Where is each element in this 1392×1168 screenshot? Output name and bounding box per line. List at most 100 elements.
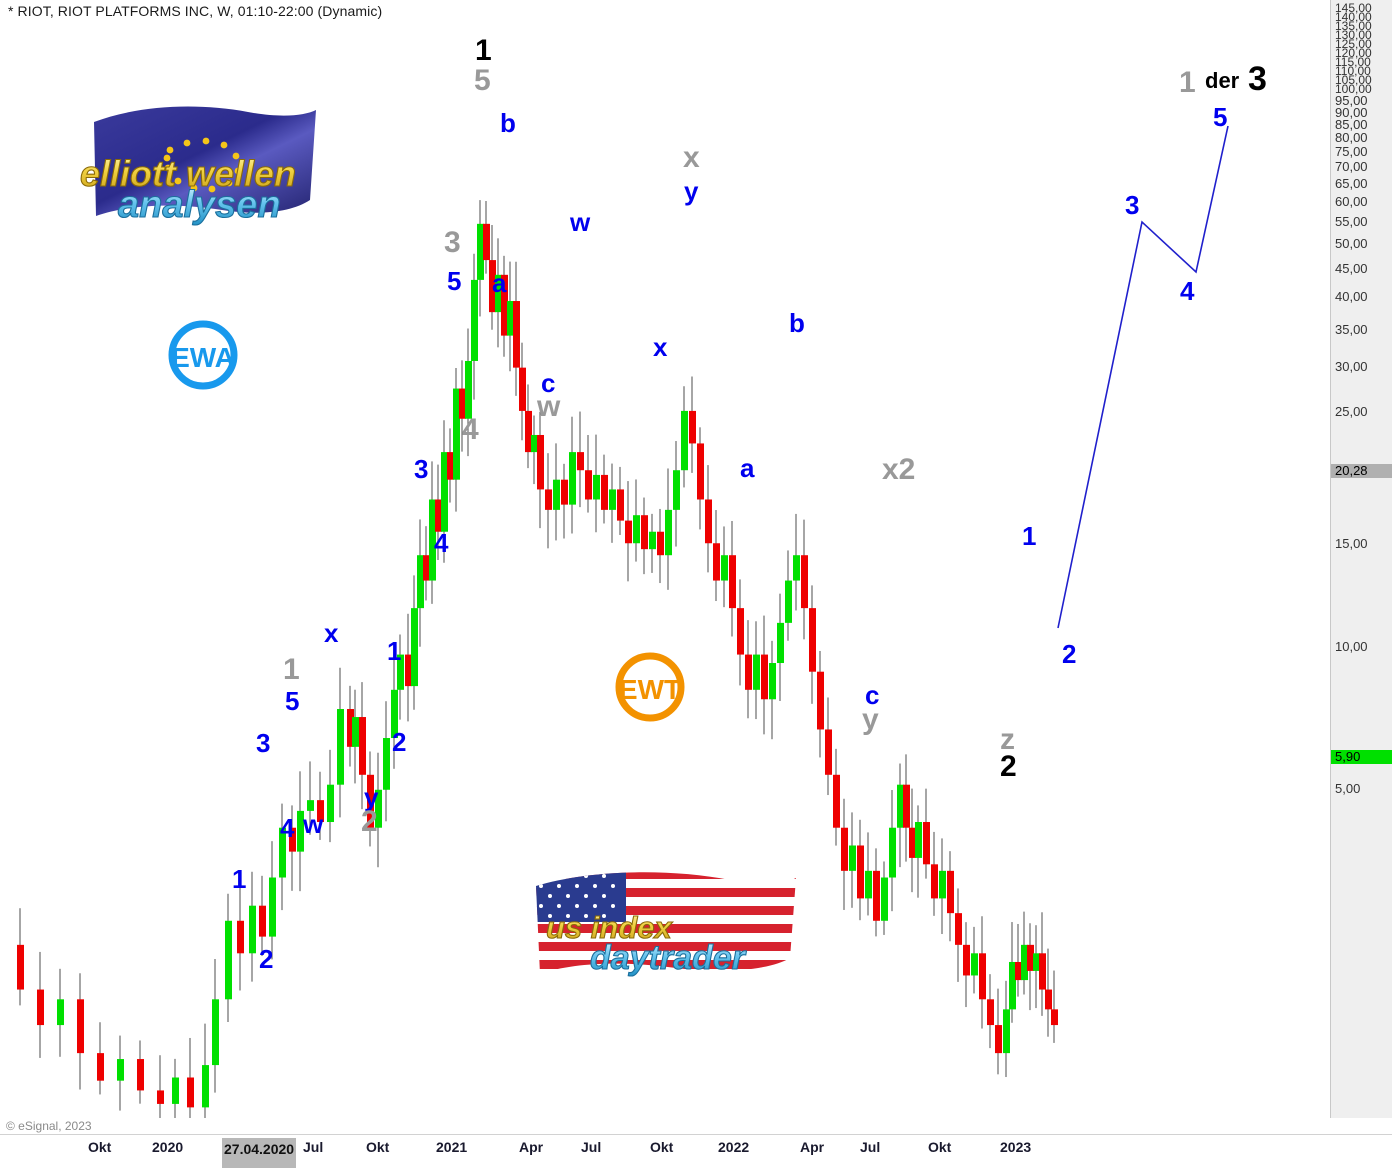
price-axis-tick: 40,00	[1335, 289, 1368, 304]
usid-wordmark-line2: daytrader	[590, 939, 747, 977]
wave-label-3: 3	[1125, 190, 1140, 220]
price-axis-tick: 30,00	[1335, 359, 1368, 374]
date-axis-tick: Okt	[88, 1139, 112, 1155]
wave-label-x: x	[683, 141, 700, 174]
price-axis-tick: 115,00	[1335, 55, 1371, 69]
price-axis-tick: 135,00	[1335, 19, 1372, 33]
projection-path	[1057, 125, 1229, 629]
wave-label-4: 4	[1180, 276, 1195, 306]
ewa-wordmark-line1: elliott wellen	[80, 153, 296, 194]
wave-label-4: 4	[462, 413, 479, 446]
price-axis-tick: 10,00	[1335, 639, 1368, 654]
price-axis-tick: 70,00	[1335, 159, 1368, 174]
price-axis-tick: 75,00	[1335, 144, 1368, 159]
price-axis-tick: 25,00	[1335, 404, 1368, 419]
axis-separator	[0, 1134, 1392, 1135]
wave-label-2: 2	[259, 944, 274, 974]
wave-label-x: x	[324, 618, 339, 648]
wave-label-5: 5	[1213, 102, 1228, 132]
wave-label-c: c	[541, 368, 556, 398]
price-axis-tick: 120,00	[1335, 46, 1372, 60]
copyright-text: © eSignal, 2023	[6, 1119, 92, 1133]
date-axis-tick: 2023	[1000, 1139, 1032, 1155]
wave-label-c: c	[865, 680, 880, 710]
wave-label-4: 4	[280, 813, 295, 843]
wave-label-b: b	[500, 108, 516, 138]
price-axis-tick: 90,00	[1335, 105, 1368, 120]
price-axis-tick: 65,00	[1335, 176, 1368, 191]
wave-label-5: 5	[474, 64, 491, 97]
date-axis-tick: Jul	[303, 1139, 324, 1155]
price-axis-tick: 80,00	[1335, 130, 1368, 145]
wave-label-x2: x2	[882, 453, 916, 486]
wave-label-3: 3	[444, 226, 461, 259]
date-axis-marker[interactable]: 27.04.2020	[222, 1138, 297, 1168]
wave-label-1: 1	[283, 653, 300, 686]
wave-label-4: 4	[434, 528, 449, 558]
price-axis-tick: 50,00	[1335, 236, 1368, 251]
price-axis-tick: 100,00	[1335, 82, 1372, 96]
date-axis-tick: Apr	[800, 1139, 825, 1155]
wave-label-x: x	[653, 332, 668, 362]
price-axis-tick: 95,00	[1335, 93, 1368, 108]
price-axis-tick: 130,00	[1335, 28, 1372, 42]
wave-label-5: 5	[447, 266, 462, 296]
chart-plot-area[interactable]: 1 5 b 3 5 a w c w 4 3 4 x y x b a x2 c y 1 2 z 2 x 1 5 3 1 2 y 2 4 w 1 2 1 de…	[0, 0, 1330, 1118]
wave-label-a: a	[740, 453, 755, 483]
wave-label-w: w	[303, 809, 324, 839]
ewa-wordmark-line2: analysen	[118, 184, 281, 226]
wave-label-2: 2	[1000, 750, 1017, 783]
wave-label-1: 1	[1179, 66, 1196, 99]
date-axis-tick: Okt	[928, 1139, 952, 1155]
date-axis-tick: Okt	[650, 1139, 674, 1155]
wave-label-b: b	[789, 308, 805, 338]
wave-label-2: 2	[392, 727, 407, 757]
wave-label-y: y	[684, 176, 699, 206]
date-axis-tick: Jul	[581, 1139, 602, 1155]
wave-label-5: 5	[285, 686, 300, 716]
wave-label-3: 3	[1248, 60, 1267, 98]
wave-label-z: z	[1000, 723, 1015, 756]
price-axis-marker[interactable]: 20,28	[1331, 464, 1392, 478]
candlestick-series	[17, 200, 1058, 1118]
ewt-badge-text: EWT	[619, 674, 681, 705]
wave-label-3: 3	[414, 454, 429, 484]
us-index-daytrader-logo: us index daytrader	[536, 872, 796, 978]
wave-label-1: 1	[475, 34, 492, 67]
price-axis-tick: 125,00	[1335, 37, 1372, 51]
wave-label-a: a	[492, 268, 507, 298]
price-axis-tick: 140,00	[1335, 10, 1372, 24]
price-axis[interactable]: 145,00 140,00 135,00 130,00 125,00 120,00 115,…	[1330, 0, 1392, 1118]
elliott-wellen-analysen-logo: elliott wellen analysen	[79, 106, 316, 227]
price-axis-tick: 15,00	[1335, 536, 1368, 551]
price-axis-tick: 35,00	[1335, 322, 1368, 337]
date-axis-tick: 2021	[436, 1139, 468, 1155]
ewt-badge-logo: EWT	[615, 652, 685, 722]
wave-label-w: w	[537, 390, 561, 423]
price-axis-tick: 45,00	[1335, 261, 1368, 276]
wave-label-1: 1	[232, 864, 247, 894]
date-axis[interactable]: Okt 2020 27.04.2020 Jul Okt 2021 Apr Jul Okt 2022…	[0, 1136, 1330, 1168]
date-axis-tick: 2020	[152, 1139, 184, 1155]
date-axis-tick: Apr	[519, 1139, 544, 1155]
date-axis-tick: Jul	[860, 1139, 881, 1155]
price-axis-marker[interactable]: 5,90	[1331, 750, 1392, 764]
wave-label-y: y	[364, 782, 379, 812]
wave-label-w: w	[570, 207, 591, 237]
price-axis-tick: 55,00	[1335, 214, 1368, 229]
wave-label-2: 2	[1062, 639, 1077, 669]
wave-label-1: 1	[1022, 521, 1037, 551]
wave-label-der: der	[1205, 68, 1240, 93]
wave-label-3: 3	[256, 728, 271, 758]
chart-title: * RIOT, RIOT PLATFORMS INC, W, 01:10-22:…	[8, 3, 383, 19]
price-axis-tick: 5,00	[1335, 781, 1361, 796]
date-axis-tick: Okt	[366, 1139, 390, 1155]
ewa-badge-logo: EWA	[168, 320, 238, 390]
price-axis-tick: 85,00	[1335, 117, 1368, 132]
price-axis-tick: 60,00	[1335, 194, 1368, 209]
price-axis-tick: 145,00	[1335, 1, 1372, 15]
ewa-badge-text: EWA	[171, 342, 235, 373]
wave-label-2: 2	[361, 805, 378, 838]
usid-wordmark-line1: us index	[546, 910, 674, 945]
price-axis-tick: 110,00	[1335, 64, 1371, 78]
